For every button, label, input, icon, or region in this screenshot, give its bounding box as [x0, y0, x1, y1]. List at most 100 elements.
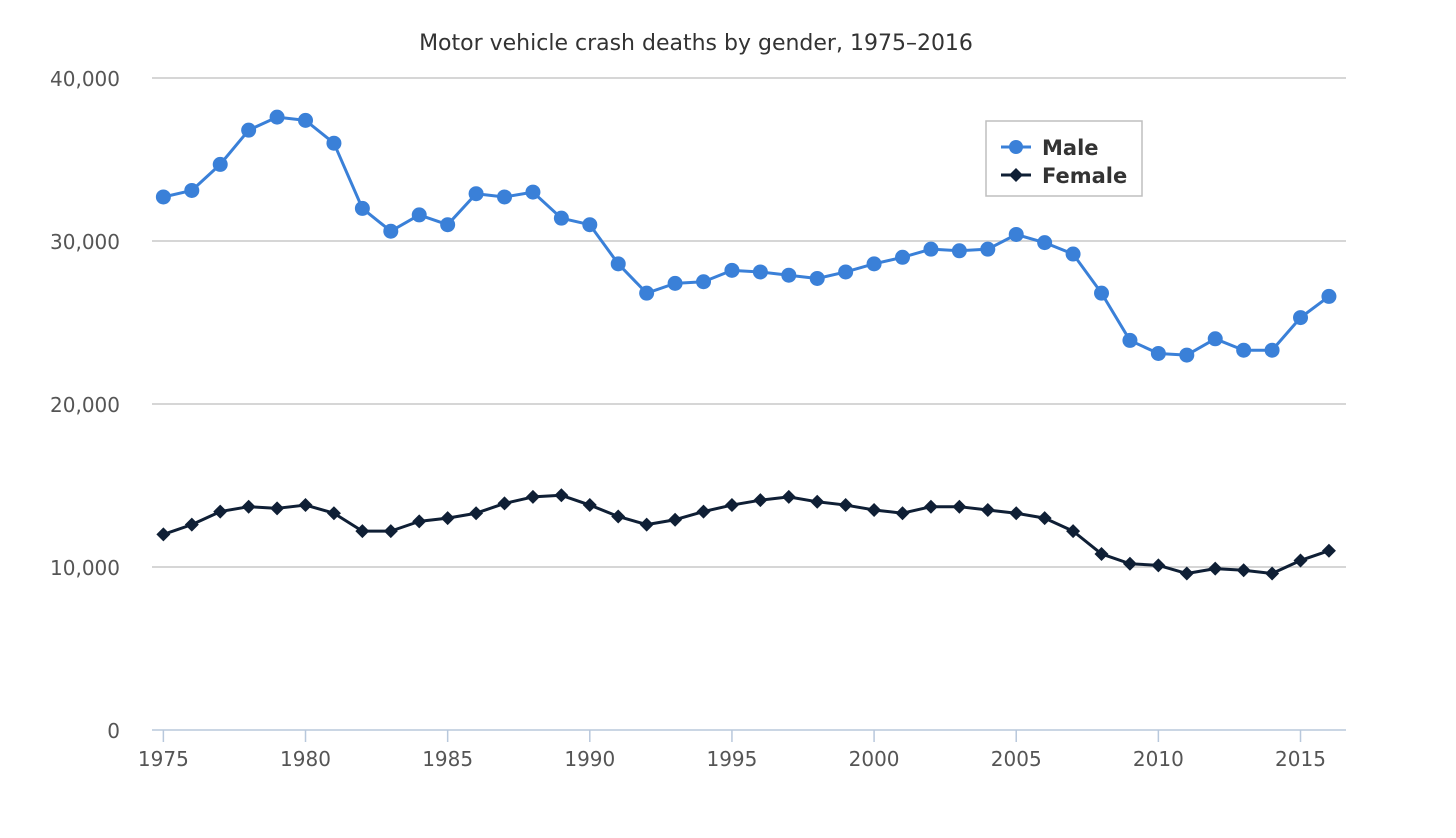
- data-point[interactable]: [525, 184, 541, 200]
- data-point[interactable]: [838, 498, 853, 513]
- data-point[interactable]: [184, 517, 199, 532]
- grid-lines: [152, 77, 1346, 568]
- data-point[interactable]: [1066, 524, 1081, 539]
- data-point[interactable]: [1236, 342, 1252, 358]
- data-point[interactable]: [1009, 506, 1024, 521]
- data-point[interactable]: [667, 275, 683, 291]
- data-point[interactable]: [184, 182, 200, 198]
- data-point[interactable]: [497, 496, 512, 511]
- data-point[interactable]: [269, 109, 285, 125]
- data-point[interactable]: [668, 512, 683, 527]
- x-tick-label: 1995: [706, 747, 757, 771]
- data-point[interactable]: [752, 264, 768, 280]
- data-point[interactable]: [1179, 566, 1194, 581]
- data-point[interactable]: [326, 135, 342, 151]
- data-point[interactable]: [611, 509, 626, 524]
- data-point[interactable]: [1208, 561, 1223, 576]
- data-point[interactable]: [781, 489, 796, 504]
- data-point[interactable]: [1321, 288, 1337, 304]
- data-point[interactable]: [212, 156, 228, 172]
- data-point[interactable]: [156, 527, 171, 542]
- data-point[interactable]: [582, 217, 598, 233]
- data-point[interactable]: [866, 256, 882, 272]
- data-point[interactable]: [1122, 556, 1137, 571]
- series-line-male: [163, 115, 1330, 357]
- data-point[interactable]: [1008, 226, 1024, 242]
- legend-item-female[interactable]: Female: [1001, 164, 1127, 188]
- legend-item-male[interactable]: Male: [1001, 136, 1099, 160]
- data-point[interactable]: [553, 210, 569, 226]
- data-point[interactable]: [781, 267, 797, 283]
- data-point[interactable]: [639, 285, 655, 301]
- data-point[interactable]: [1264, 342, 1280, 358]
- y-tick-label: 0: [107, 719, 120, 743]
- data-point[interactable]: [1094, 285, 1110, 301]
- data-point[interactable]: [952, 499, 967, 514]
- data-point[interactable]: [1151, 558, 1166, 573]
- data-point[interactable]: [155, 189, 171, 205]
- data-point[interactable]: [582, 498, 597, 513]
- data-point[interactable]: [354, 200, 370, 216]
- data-point[interactable]: [1122, 332, 1138, 348]
- data-point[interactable]: [469, 506, 484, 521]
- data-point[interactable]: [298, 112, 314, 128]
- data-point[interactable]: [724, 262, 740, 278]
- data-point[interactable]: [867, 502, 882, 517]
- data-point[interactable]: [951, 243, 967, 259]
- series-male[interactable]: [155, 109, 1337, 363]
- x-tick-label: 1990: [564, 747, 615, 771]
- data-point[interactable]: [1150, 345, 1166, 361]
- data-point[interactable]: [980, 241, 996, 257]
- data-point[interactable]: [809, 270, 825, 286]
- data-point[interactable]: [1094, 546, 1109, 561]
- data-point[interactable]: [1265, 566, 1280, 581]
- y-tick-label: 30,000: [50, 230, 120, 254]
- data-point[interactable]: [1293, 310, 1309, 326]
- data-point[interactable]: [1065, 246, 1081, 262]
- data-point[interactable]: [554, 488, 569, 503]
- data-point[interactable]: [440, 511, 455, 526]
- data-point[interactable]: [895, 249, 911, 265]
- data-point[interactable]: [1179, 347, 1195, 363]
- data-point[interactable]: [497, 189, 513, 205]
- data-point[interactable]: [1321, 543, 1336, 558]
- data-point[interactable]: [298, 498, 313, 513]
- legend[interactable]: Male Female: [985, 120, 1143, 197]
- data-point[interactable]: [838, 264, 854, 280]
- data-point[interactable]: [753, 493, 768, 508]
- series-female[interactable]: [156, 488, 1336, 581]
- data-point[interactable]: [241, 122, 257, 138]
- data-point[interactable]: [810, 494, 825, 509]
- data-point[interactable]: [696, 274, 712, 290]
- axes: 0 10,000 20,000 30,000 40,000 1975 1980 1985 199…: [50, 67, 1346, 771]
- data-point[interactable]: [1037, 235, 1053, 251]
- data-point[interactable]: [1293, 553, 1308, 568]
- data-point[interactable]: [895, 506, 910, 521]
- data-point[interactable]: [412, 514, 427, 529]
- data-point[interactable]: [411, 207, 427, 223]
- data-point[interactable]: [980, 502, 995, 517]
- x-tick-label: 1985: [422, 747, 473, 771]
- data-point[interactable]: [610, 256, 626, 272]
- data-point[interactable]: [1207, 331, 1223, 347]
- x-tick-label: 2000: [849, 747, 900, 771]
- data-point[interactable]: [1037, 511, 1052, 526]
- data-point[interactable]: [355, 524, 370, 539]
- data-point[interactable]: [270, 501, 285, 516]
- data-point[interactable]: [923, 499, 938, 514]
- legend-marker: [1009, 140, 1023, 154]
- data-point[interactable]: [468, 186, 484, 202]
- data-point[interactable]: [213, 504, 228, 519]
- data-point[interactable]: [1236, 563, 1251, 578]
- data-point[interactable]: [326, 506, 341, 521]
- data-point[interactable]: [440, 217, 456, 233]
- data-point[interactable]: [241, 499, 256, 514]
- data-point[interactable]: [724, 498, 739, 513]
- data-point[interactable]: [696, 504, 711, 519]
- data-point[interactable]: [383, 223, 399, 239]
- data-point[interactable]: [923, 241, 939, 257]
- data-point[interactable]: [639, 517, 654, 532]
- data-point[interactable]: [383, 524, 398, 539]
- data-point[interactable]: [525, 489, 540, 504]
